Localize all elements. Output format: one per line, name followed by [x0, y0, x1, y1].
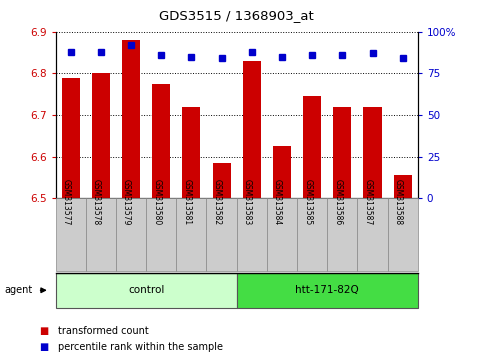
- Bar: [357, 198, 388, 271]
- Text: ■: ■: [39, 326, 48, 336]
- Text: control: control: [128, 285, 164, 295]
- Bar: [86, 198, 116, 271]
- Text: agent: agent: [5, 285, 33, 295]
- Bar: [297, 198, 327, 271]
- Bar: [152, 84, 170, 198]
- Bar: [237, 273, 418, 308]
- Bar: [62, 78, 80, 198]
- Text: GSM313588: GSM313588: [394, 179, 403, 225]
- Text: GSM313579: GSM313579: [122, 179, 131, 225]
- Bar: [207, 198, 237, 271]
- Bar: [327, 198, 357, 271]
- Bar: [364, 107, 382, 198]
- Text: GSM313583: GSM313583: [243, 179, 252, 225]
- Text: GSM313586: GSM313586: [333, 179, 342, 225]
- Bar: [146, 198, 176, 271]
- Text: GSM313587: GSM313587: [364, 179, 372, 225]
- Text: GSM313578: GSM313578: [92, 179, 101, 225]
- Text: GSM313577: GSM313577: [62, 179, 71, 225]
- Bar: [176, 198, 207, 271]
- Bar: [122, 40, 140, 198]
- Bar: [267, 198, 297, 271]
- Text: GSM313580: GSM313580: [152, 179, 161, 225]
- Text: htt-171-82Q: htt-171-82Q: [296, 285, 359, 295]
- Bar: [56, 198, 86, 271]
- Text: GDS3515 / 1368903_at: GDS3515 / 1368903_at: [159, 9, 314, 22]
- Bar: [394, 175, 412, 198]
- Bar: [183, 107, 200, 198]
- Text: GSM313581: GSM313581: [183, 179, 191, 225]
- Bar: [388, 198, 418, 271]
- Text: GSM313584: GSM313584: [273, 179, 282, 225]
- Bar: [333, 107, 352, 198]
- Bar: [273, 146, 291, 198]
- Text: ■: ■: [39, 342, 48, 352]
- Bar: [242, 61, 261, 198]
- Bar: [303, 96, 321, 198]
- Bar: [213, 163, 231, 198]
- Text: GSM313585: GSM313585: [303, 179, 312, 225]
- Bar: [92, 73, 110, 198]
- Bar: [116, 198, 146, 271]
- Text: transformed count: transformed count: [58, 326, 149, 336]
- Text: GSM313582: GSM313582: [213, 179, 222, 225]
- Bar: [56, 273, 237, 308]
- Text: percentile rank within the sample: percentile rank within the sample: [58, 342, 223, 352]
- Bar: [237, 198, 267, 271]
